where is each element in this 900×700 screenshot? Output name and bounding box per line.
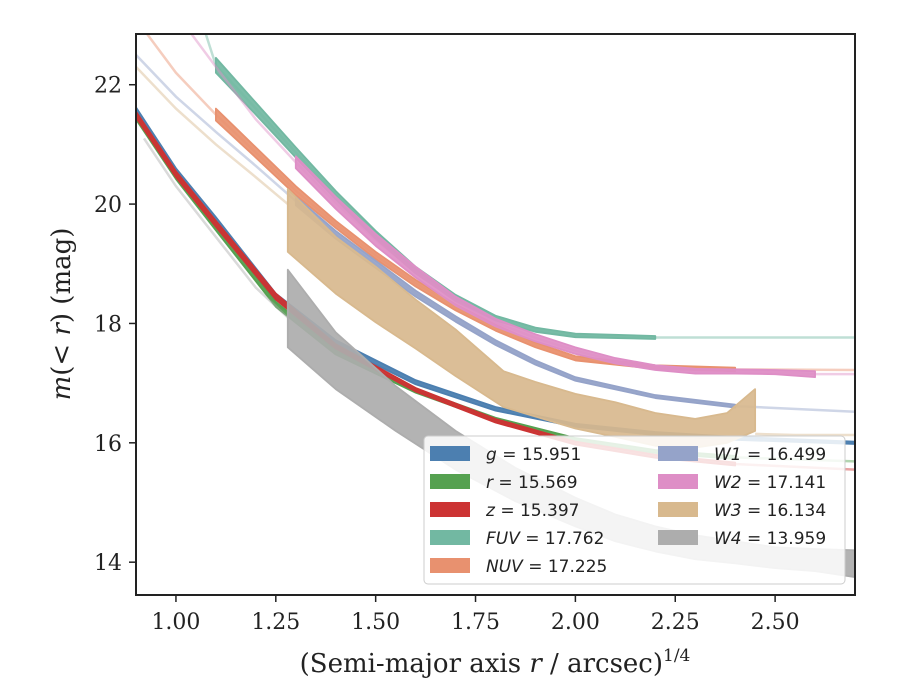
y-axis: 14 16 18 20 22 bbox=[94, 74, 136, 576]
y-axis-label-lt: < bbox=[47, 336, 77, 366]
x-tick-label: 1.50 bbox=[351, 610, 400, 635]
y-axis-label-r: r bbox=[47, 322, 77, 336]
series-w2-band bbox=[294, 155, 816, 379]
y-axis-label-m: m bbox=[47, 376, 77, 401]
x-tick-label: 2.25 bbox=[651, 610, 700, 635]
legend-item-r: r = 15.569 bbox=[430, 473, 578, 493]
legend-box bbox=[423, 435, 846, 585]
y-tick-label: 18 bbox=[94, 312, 122, 337]
legend-swatch bbox=[430, 474, 470, 489]
series-w1-band bbox=[294, 196, 737, 409]
x-tick-label: 2.00 bbox=[551, 610, 600, 635]
legend-swatch bbox=[658, 530, 698, 545]
legend-item-w3: W3 = 16.134 bbox=[658, 501, 826, 521]
series-w3-band bbox=[286, 188, 757, 449]
legend-swatch bbox=[658, 474, 698, 489]
legend-item-z: z = 15.397 bbox=[430, 501, 579, 521]
legend-items: g = 15.951 r = 15.569 z = 15.397 FUV = 17.7… bbox=[430, 445, 826, 577]
legend-item-nuv: NUV = 17.225 bbox=[430, 557, 607, 577]
plot-frame bbox=[135, 33, 856, 596]
x-axis-label-var: r bbox=[529, 649, 543, 679]
x-axis-label: (Semi-major axis r / arcsec)1/4 bbox=[300, 646, 691, 679]
legend-label: g = 15.951 bbox=[486, 445, 581, 465]
legend-item-w1: W1 = 16.499 bbox=[658, 445, 826, 465]
legend-label: FUV = 17.762 bbox=[486, 529, 604, 549]
legend-label: W2 = 17.141 bbox=[714, 473, 826, 493]
series-w1 bbox=[136, 54, 855, 414]
x-axis: 1.00 1.25 1.50 1.75 2.00 2.25 2.50 bbox=[151, 595, 800, 635]
series-w3-faint-lead bbox=[136, 65, 289, 206]
x-axis-label-open: (Semi-major axis bbox=[300, 649, 530, 679]
legend-swatch bbox=[430, 558, 470, 573]
legend-label: z = 15.397 bbox=[485, 501, 579, 521]
y-axis-label-close: ) bbox=[47, 313, 77, 323]
x-tick-label: 1.25 bbox=[251, 610, 300, 635]
legend: g = 15.951 r = 15.569 z = 15.397 FUV = 17.7… bbox=[423, 435, 846, 585]
y-tick-label: 22 bbox=[94, 74, 122, 99]
x-tick-label: 1.00 bbox=[151, 610, 200, 635]
legend-swatch bbox=[430, 446, 470, 461]
x-axis-label-rest: / arcsec) bbox=[542, 649, 663, 679]
y-tick-label: 20 bbox=[94, 193, 122, 218]
legend-swatch bbox=[658, 502, 698, 517]
series-w3-faint-tail bbox=[755, 432, 855, 437]
legend-label: NUV = 17.225 bbox=[486, 557, 607, 577]
series-w4-faint-lead bbox=[142, 137, 289, 319]
legend-label: r = 15.569 bbox=[486, 473, 578, 493]
y-tick-label: 14 bbox=[94, 551, 122, 576]
y-axis-label-open: ( bbox=[47, 366, 77, 376]
x-axis-label-exponent: 1/4 bbox=[663, 646, 690, 666]
legend-swatch bbox=[430, 530, 470, 545]
legend-swatch bbox=[658, 446, 698, 461]
legend-item-g: g = 15.951 bbox=[430, 445, 581, 465]
legend-label: W1 = 16.499 bbox=[714, 445, 826, 465]
y-tick-label: 16 bbox=[94, 432, 122, 457]
legend-item-w4: W4 = 13.959 bbox=[658, 529, 826, 549]
x-tick-label: 1.75 bbox=[451, 610, 500, 635]
series-w2 bbox=[189, 34, 855, 379]
x-tick-label: 2.50 bbox=[751, 610, 800, 635]
series-w3 bbox=[136, 65, 855, 449]
y-axis-label: m(< r) (mag) bbox=[47, 228, 77, 401]
legend-swatch bbox=[430, 502, 470, 517]
legend-item-fuv: FUV = 17.762 bbox=[430, 529, 604, 549]
legend-item-w2: W2 = 17.141 bbox=[658, 473, 826, 493]
y-axis-label-unit: (mag) bbox=[47, 228, 77, 313]
legend-label: W3 = 16.134 bbox=[714, 501, 826, 521]
series-nuv-band bbox=[214, 107, 737, 373]
legend-label: W4 = 13.959 bbox=[714, 529, 826, 549]
series-w1-faint-line bbox=[136, 54, 855, 414]
